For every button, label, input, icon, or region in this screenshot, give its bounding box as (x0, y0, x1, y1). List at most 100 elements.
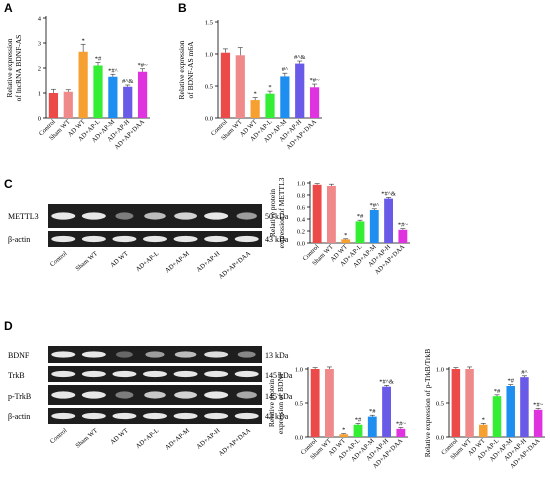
significance-label: *#^ (108, 67, 118, 74)
blot-d-band (51, 391, 76, 399)
significance-label: * (482, 416, 485, 423)
y-axis-label: of BDNF-AS m6A (186, 41, 195, 99)
lane-label: AD+AP+DAA (218, 250, 253, 281)
y-tick-label: 0.0 (205, 115, 213, 122)
blot-d-band (112, 370, 137, 378)
blot-c-band (234, 235, 259, 243)
lane-label: AD+AP+DAA (218, 427, 253, 458)
blot-d-band (144, 391, 166, 399)
blot-c-band (236, 212, 257, 220)
blot-size-actin-d: 43 kDa (265, 412, 289, 421)
significance-label: *#^ (370, 202, 380, 209)
blot-size-actin: 43 kDa (265, 235, 289, 244)
y-tick-label: 0.0 (436, 434, 444, 441)
lane-label: Sham WT (74, 250, 99, 272)
bar-ad-wt (250, 100, 260, 118)
western-blot-c: METTL3 β-actin 50 kDa 43 kDa Control Sham… (8, 204, 289, 281)
blot-d-band (81, 412, 106, 420)
lane-label: Control (49, 250, 69, 268)
chart-a: 0 1 2 3 4 Relative expression of lncRNA BDNF-A… (5, 15, 150, 151)
panel-label-a: A (4, 1, 13, 15)
panel-label-b: B (178, 1, 187, 15)
bar-ad-wt (479, 424, 488, 437)
lane-label: AD+AP-M (164, 250, 191, 274)
y-tick-label: 0.8 (297, 192, 305, 199)
bar-ad-ap-l (265, 93, 275, 118)
bar-ad-wt (339, 434, 349, 437)
bar-ad-ap-m (280, 76, 290, 118)
blot-d-band (204, 412, 229, 420)
bar-ad-ap-daa (137, 71, 148, 118)
y-tick-label: 1.5 (205, 19, 213, 26)
bar-ad-ap-m (108, 76, 118, 118)
blot-label-bdnf: BDNF (8, 351, 30, 360)
lane-label: AD+AP-L (135, 250, 161, 273)
blot-d-band (174, 391, 197, 399)
blot-label-ptrkb: p-TrkB (8, 392, 31, 401)
bar-control (312, 184, 322, 243)
significance-label: #^ (282, 66, 288, 73)
blot-d-band (174, 351, 197, 358)
y-tick-label: 1 (38, 90, 41, 97)
bar-ad-ap-daa (398, 229, 408, 243)
bar-ad-ap-l (353, 424, 363, 437)
lane-label: AD WT (109, 427, 130, 446)
bar-control (310, 369, 320, 437)
blot-d-band (204, 391, 229, 399)
significance-label: *#~ (398, 222, 409, 229)
y-axis-label: of lncRNA BDNF-AS (14, 35, 23, 102)
bar-sham-wt (63, 91, 73, 118)
blot-label-actin-d: β-actin (8, 412, 30, 421)
bar-ad-ap-daa (533, 409, 543, 437)
panel-label-d: D (4, 319, 13, 333)
blot-label-trkb: TrkB (8, 371, 25, 380)
y-axis-label: Relative protein (268, 189, 277, 237)
bar-ad-ap-h (384, 198, 393, 243)
significance-label: *#~ (533, 401, 544, 408)
blot-d-band (81, 391, 106, 399)
blot-d-band (143, 370, 167, 378)
significance-label: * (82, 37, 85, 44)
blot-label-mettl3: METTL3 (8, 212, 39, 221)
bar-ad-ap-l (355, 221, 365, 243)
y-tick-label: 0.5 (205, 83, 213, 90)
bar-ad-ap-h (295, 63, 305, 118)
y-tick-label: 1.0 (295, 366, 303, 373)
y-tick-label: 0.6 (297, 204, 306, 211)
blot-d-band (112, 412, 137, 420)
lane-label: AD+AP-H (195, 250, 221, 274)
y-axis-label: Relative protein (267, 379, 276, 427)
blot-c-band (144, 212, 166, 220)
bar-sham-wt (465, 369, 474, 437)
blot-d-band (145, 351, 165, 358)
y-tick-label: 0.2 (297, 228, 305, 235)
blot-d-band (204, 351, 229, 358)
y-tick-label: 4 (38, 15, 42, 22)
blot-c-band (81, 235, 106, 243)
blot-d-band (116, 351, 133, 358)
bar-sham-wt (325, 369, 334, 437)
y-axis-label: Relative expression (177, 40, 186, 99)
significance-label: #^& (122, 78, 133, 85)
blot-c-band (81, 212, 106, 220)
blot-d-band (173, 370, 198, 378)
lane-label: AD+AP-M (164, 427, 191, 451)
significance-label: *#~ (310, 77, 321, 84)
bar-ad-ap-h (520, 377, 529, 437)
blot-c-band (204, 212, 229, 220)
bar-control (220, 52, 231, 118)
blot-d-band (236, 391, 257, 399)
blot-d-band (81, 351, 106, 358)
significance-label: *# (494, 388, 501, 395)
significance-label: *#^& (381, 190, 396, 197)
blot-size-bdnf: 13 kDa (265, 351, 289, 360)
blot-d-band (115, 391, 134, 399)
significance-label: *# (95, 56, 102, 63)
bar-ad-wt (78, 51, 88, 118)
significance-label: #^ (521, 369, 527, 376)
blot-d-band (234, 370, 259, 378)
y-axis-label: Relative expression (5, 38, 14, 97)
blot-d-band (204, 370, 229, 378)
